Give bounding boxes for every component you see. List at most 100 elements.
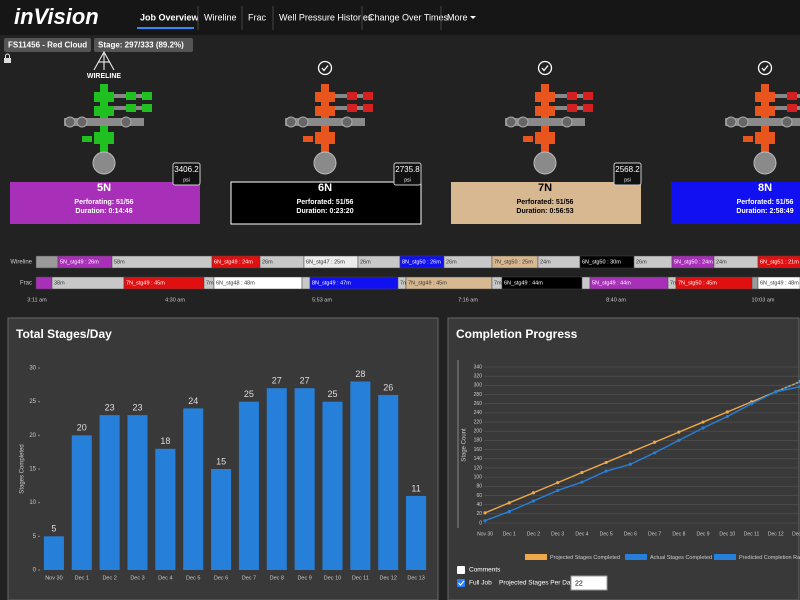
full-job-checkbox[interactable] <box>457 579 465 587</box>
tool-label: WIRELINE <box>87 73 122 80</box>
well-status: Perforated: 51/56 <box>737 199 794 206</box>
stage-progress: Stage: 297/333 (89.2%) <box>98 41 184 50</box>
bar-value-label: 18 <box>160 436 170 446</box>
timeline-segment <box>751 276 759 290</box>
nav-tab[interactable]: Well Pressure Histories <box>279 12 373 22</box>
job-name: FS11456 - Red Cloud <box>8 41 87 50</box>
x-tick-label: Dec 3 <box>130 575 144 581</box>
timeline-time: 8:40 am <box>606 297 626 303</box>
cross <box>285 118 365 126</box>
segment-label: 5N_stg49 : 26m <box>60 259 99 265</box>
point <box>653 451 657 455</box>
y-tick-label: 300 <box>474 383 483 389</box>
master-valve <box>94 132 114 144</box>
y-tick-label: 340 <box>474 364 483 370</box>
legend-label[interactable]: Projected Stages Completed <box>550 555 620 561</box>
well-name: 7N <box>538 182 552 194</box>
hand-wheel <box>297 116 309 128</box>
x-tick-label: Dec 9 <box>297 575 311 581</box>
bar-value-label: 20 <box>77 423 87 433</box>
x-tick-label: Dec 7 <box>648 531 661 537</box>
check-mark <box>761 65 769 72</box>
full-job-label: Full Job <box>469 580 492 587</box>
wing-valve <box>567 104 577 112</box>
comments-checkbox[interactable] <box>457 566 465 574</box>
comments-label: Comments <box>469 567 501 574</box>
timeline-segment <box>757 255 800 269</box>
y-tick-label: 180 <box>474 438 483 444</box>
wing-valve <box>363 92 373 100</box>
per-day-input[interactable] <box>570 575 608 591</box>
master-valve <box>535 132 555 144</box>
bar-value-label: 11 <box>411 483 420 493</box>
segment-label: 6N_stg49 : 44m <box>504 280 543 286</box>
y-tick-label: 30 <box>29 366 36 372</box>
lock-icon <box>4 53 11 63</box>
complete-check <box>537 60 553 76</box>
hand-wheel <box>737 116 749 128</box>
timeline-segment <box>757 276 800 290</box>
navbar <box>0 0 800 35</box>
segment-label: 7N_stg49 : 45m <box>126 280 165 286</box>
point <box>531 499 536 503</box>
valve <box>315 106 335 116</box>
wellhead-diagram <box>505 60 593 175</box>
hand-wheel <box>120 116 132 128</box>
well-duration: Duration: 0:23:20 <box>296 208 353 215</box>
wing-valve <box>126 104 136 112</box>
well-duration: Duration: 2:58:49 <box>736 208 793 215</box>
y-tick-label: 0 <box>33 568 37 574</box>
wellhead-diagram <box>64 50 152 175</box>
well-name: 6N <box>318 182 332 194</box>
segment-label: 7m <box>494 280 502 286</box>
x-tick-label: Dec 2 <box>527 531 540 537</box>
legend-swatch <box>625 554 647 560</box>
legend-label[interactable]: Predicted Completion Rate <box>739 555 800 561</box>
nav-tab[interactable]: More <box>447 12 468 22</box>
well-name: 5N <box>97 182 111 194</box>
y-tick-label: 0 <box>479 520 482 526</box>
hand-wheel <box>285 116 297 128</box>
segment-label: 26m <box>636 259 647 265</box>
segment-label: 7m <box>400 280 408 286</box>
valve <box>315 92 335 102</box>
x-tick-label: Dec 1 <box>503 531 516 537</box>
bar-value-label: 5 <box>51 524 56 534</box>
y-tick-label: 25 <box>29 399 36 405</box>
wing-valve <box>787 104 797 112</box>
valve <box>535 106 555 116</box>
logo[interactable]: inVision <box>14 4 99 29</box>
legend-label[interactable]: Actual Stages Completed <box>650 555 712 561</box>
check-mark <box>541 65 549 72</box>
point <box>483 519 487 523</box>
segment-label: 8N_stg50 : 26m <box>402 259 441 265</box>
x-tick-label: Dec 2 <box>102 575 116 581</box>
nav-tab[interactable]: Wireline <box>204 12 237 22</box>
x-tick-label: Dec 9 <box>697 531 710 537</box>
x-tick-label: Dec 13 <box>792 531 800 537</box>
well-card <box>671 182 800 224</box>
pressure-value: 2568.2 <box>615 165 640 174</box>
bar-value-label: 24 <box>188 396 198 406</box>
y-tick-label: 15 <box>29 467 36 473</box>
x-tick-label: Dec 12 <box>379 575 396 581</box>
nav-tab[interactable]: Frac <box>248 12 267 22</box>
y-tick-label: 260 <box>474 401 483 407</box>
cross <box>64 118 144 126</box>
complete-check <box>317 60 333 76</box>
nav-tab[interactable]: Change Over Times <box>368 12 449 22</box>
bar <box>266 388 287 570</box>
segment-label: 26m <box>360 259 371 265</box>
y-tick-label: 140 <box>474 456 483 462</box>
x-tick-label: Dec 11 <box>744 531 760 537</box>
bar <box>322 401 343 570</box>
point <box>628 462 632 466</box>
y-tick-label: 100 <box>474 474 483 480</box>
y-axis-label: Stage Count <box>462 428 468 462</box>
nav-tab[interactable]: Job Overview <box>140 12 200 22</box>
valve <box>94 92 114 102</box>
pressure-unit: psi <box>624 177 630 183</box>
well-status: Perforated: 51/56 <box>517 199 574 206</box>
segment-label: 38m <box>54 280 65 286</box>
